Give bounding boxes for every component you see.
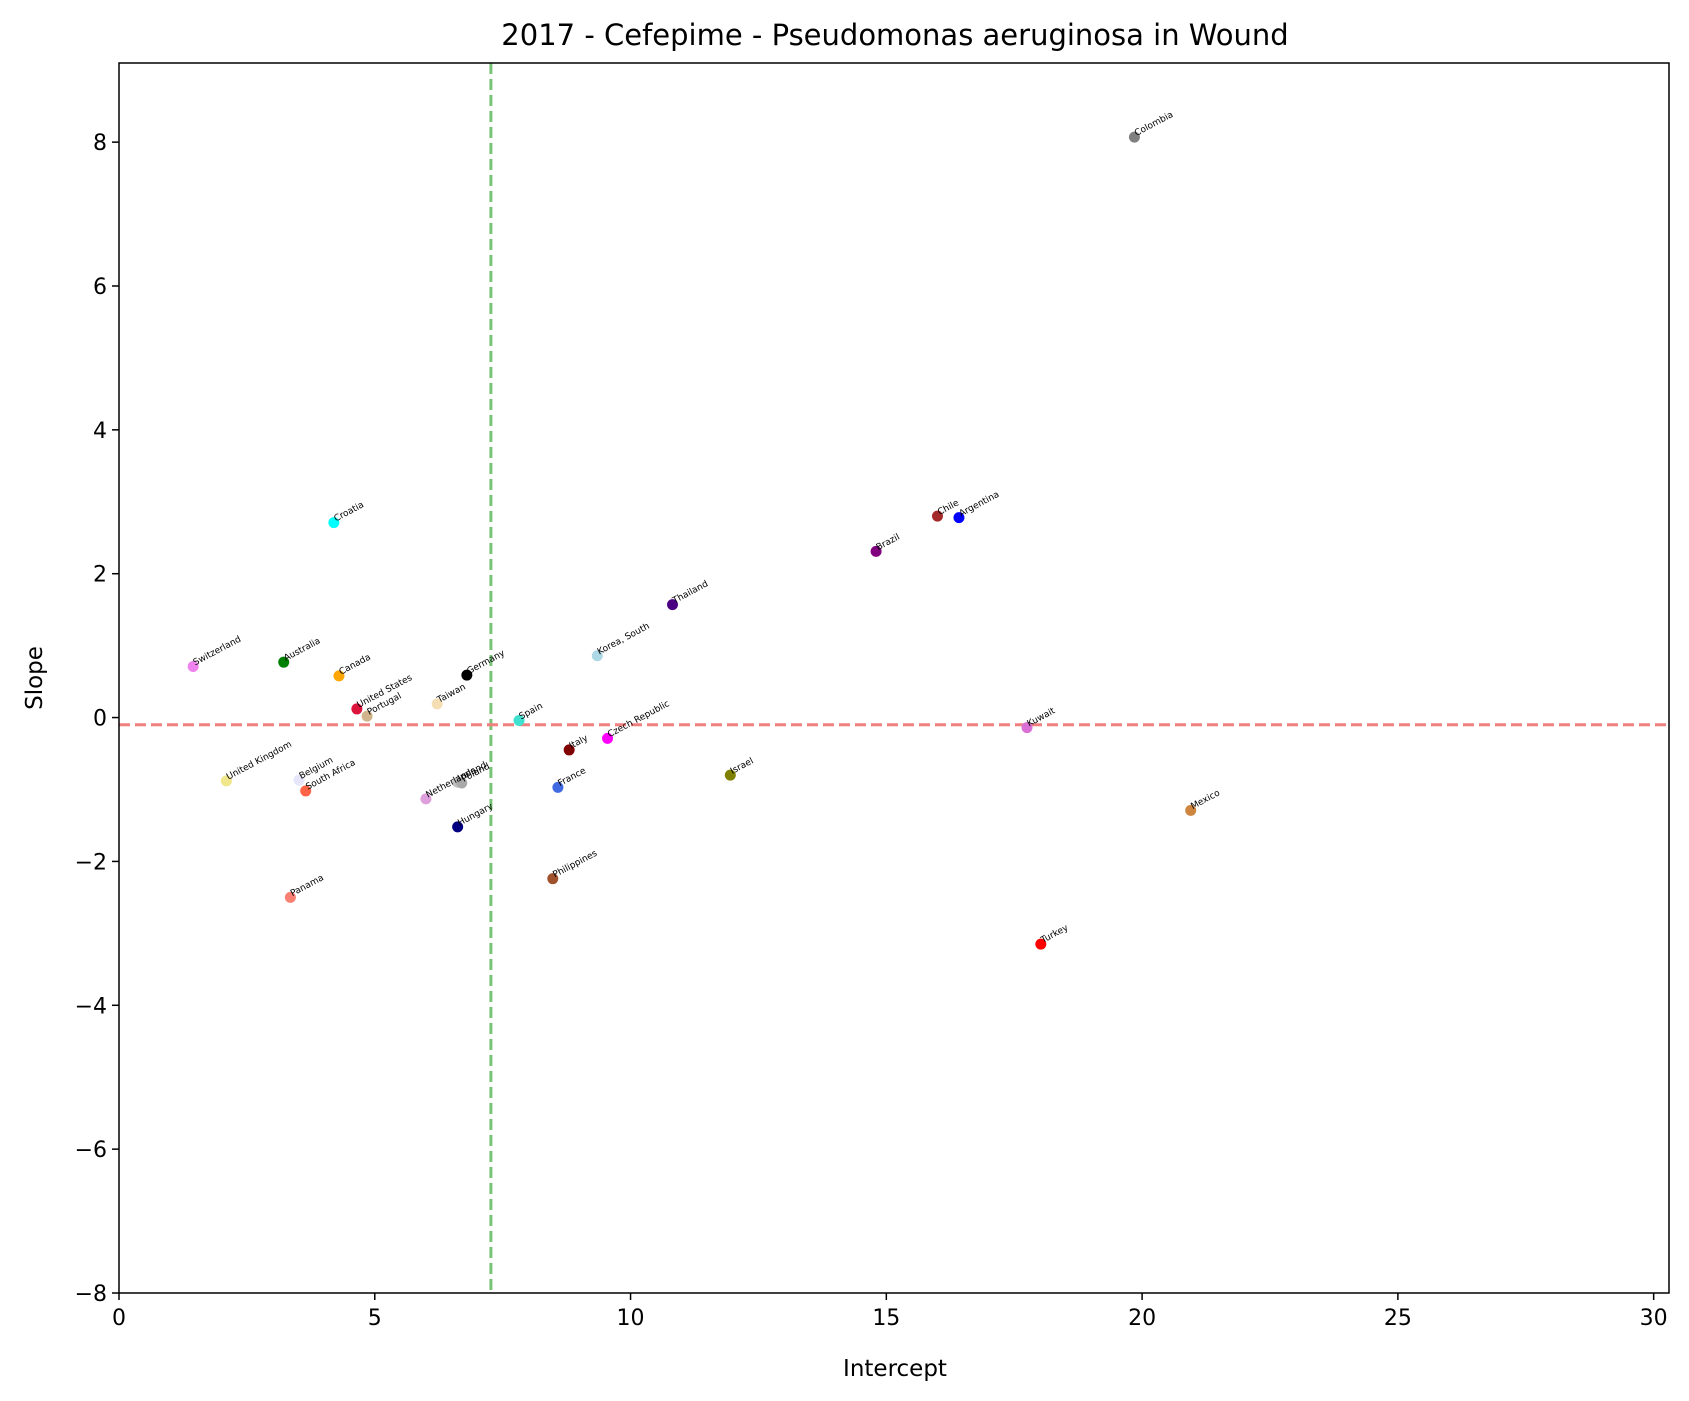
y-tick-label: 2 bbox=[93, 563, 107, 588]
data-point bbox=[278, 656, 290, 668]
y-tick-label: 6 bbox=[93, 275, 107, 300]
point-label: Italy bbox=[568, 733, 591, 751]
data-point bbox=[333, 670, 345, 682]
y-axis-ticks: −8 −6 −4 −2 0 2 4 6 8 bbox=[75, 131, 119, 1307]
x-tick-label: 0 bbox=[112, 1306, 126, 1331]
data-point bbox=[431, 698, 443, 710]
y-tick-label: 0 bbox=[93, 707, 107, 732]
y-axis-label: Slope bbox=[22, 646, 48, 710]
point-label: Germany bbox=[466, 648, 508, 677]
y-tick-label: −8 bbox=[75, 1282, 107, 1307]
point-label: Panama bbox=[289, 873, 326, 899]
y-tick-label: 8 bbox=[93, 131, 107, 156]
data-point bbox=[513, 714, 525, 726]
data-point bbox=[293, 774, 305, 786]
data-point bbox=[351, 703, 363, 715]
point-label: Switzerland bbox=[192, 635, 243, 668]
x-tick-label: 25 bbox=[1384, 1306, 1412, 1331]
data-point bbox=[563, 744, 575, 756]
point-label: United Kingdom bbox=[225, 740, 293, 783]
point-label: Mexico bbox=[1189, 788, 1222, 812]
data-point bbox=[456, 777, 468, 789]
point-label: Australia bbox=[282, 636, 322, 664]
data-point bbox=[1021, 722, 1033, 734]
point-label: Brazil bbox=[875, 532, 902, 553]
data-point bbox=[300, 785, 312, 797]
data-point bbox=[591, 650, 603, 662]
x-tick-label: 10 bbox=[617, 1306, 645, 1331]
point-label: France bbox=[557, 766, 589, 789]
data-point bbox=[724, 769, 736, 781]
data-point bbox=[931, 510, 943, 522]
data-points bbox=[187, 131, 1197, 950]
point-label: Canada bbox=[338, 653, 373, 678]
point-label: Israel bbox=[729, 756, 755, 776]
x-axis-ticks: 0 5 10 15 20 25 30 bbox=[112, 1293, 1668, 1331]
data-point bbox=[547, 873, 559, 885]
data-point bbox=[602, 732, 614, 744]
point-label: Czech Republic bbox=[606, 699, 671, 740]
point-label: Spain bbox=[518, 701, 545, 722]
point-label: Argentina bbox=[958, 490, 1001, 519]
point-labels: ColombiaChileArgentinaBrazilThailandKore… bbox=[192, 110, 1222, 946]
point-label: Thailand bbox=[670, 579, 710, 606]
data-point bbox=[328, 517, 340, 529]
data-point bbox=[1128, 131, 1140, 143]
data-point bbox=[187, 660, 199, 672]
chart-title: 2017 - Cefepime - Pseudomonas aeruginosa… bbox=[501, 18, 1288, 52]
x-tick-label: 30 bbox=[1640, 1306, 1668, 1331]
x-axis-label: Intercept bbox=[843, 1356, 947, 1382]
data-point bbox=[452, 821, 464, 833]
data-point bbox=[361, 710, 373, 722]
point-label: Croatia bbox=[333, 500, 366, 524]
y-tick-label: −6 bbox=[75, 1138, 107, 1163]
reference-lines bbox=[119, 63, 1669, 1293]
y-tick-label: 4 bbox=[93, 419, 107, 444]
point-label: Korea, South bbox=[596, 622, 651, 658]
data-point bbox=[461, 669, 473, 681]
y-tick-label: −2 bbox=[75, 850, 107, 875]
data-point bbox=[953, 512, 965, 524]
y-tick-label: −4 bbox=[75, 994, 107, 1019]
x-tick-label: 5 bbox=[368, 1306, 382, 1331]
data-point bbox=[1185, 804, 1197, 816]
plot-frame bbox=[118, 62, 1670, 1294]
data-point bbox=[420, 793, 432, 805]
data-point bbox=[870, 545, 882, 557]
data-point bbox=[1035, 938, 1047, 950]
data-point bbox=[552, 781, 564, 793]
point-label: Colombia bbox=[1133, 110, 1175, 139]
point-label: Taiwan bbox=[435, 682, 468, 706]
data-point bbox=[284, 891, 296, 903]
x-tick-label: 20 bbox=[1128, 1306, 1156, 1331]
point-label: Philippines bbox=[552, 849, 600, 881]
data-point bbox=[666, 599, 678, 611]
data-point bbox=[220, 775, 232, 787]
point-label: Turkey bbox=[1039, 923, 1071, 946]
x-tick-label: 15 bbox=[872, 1306, 900, 1331]
